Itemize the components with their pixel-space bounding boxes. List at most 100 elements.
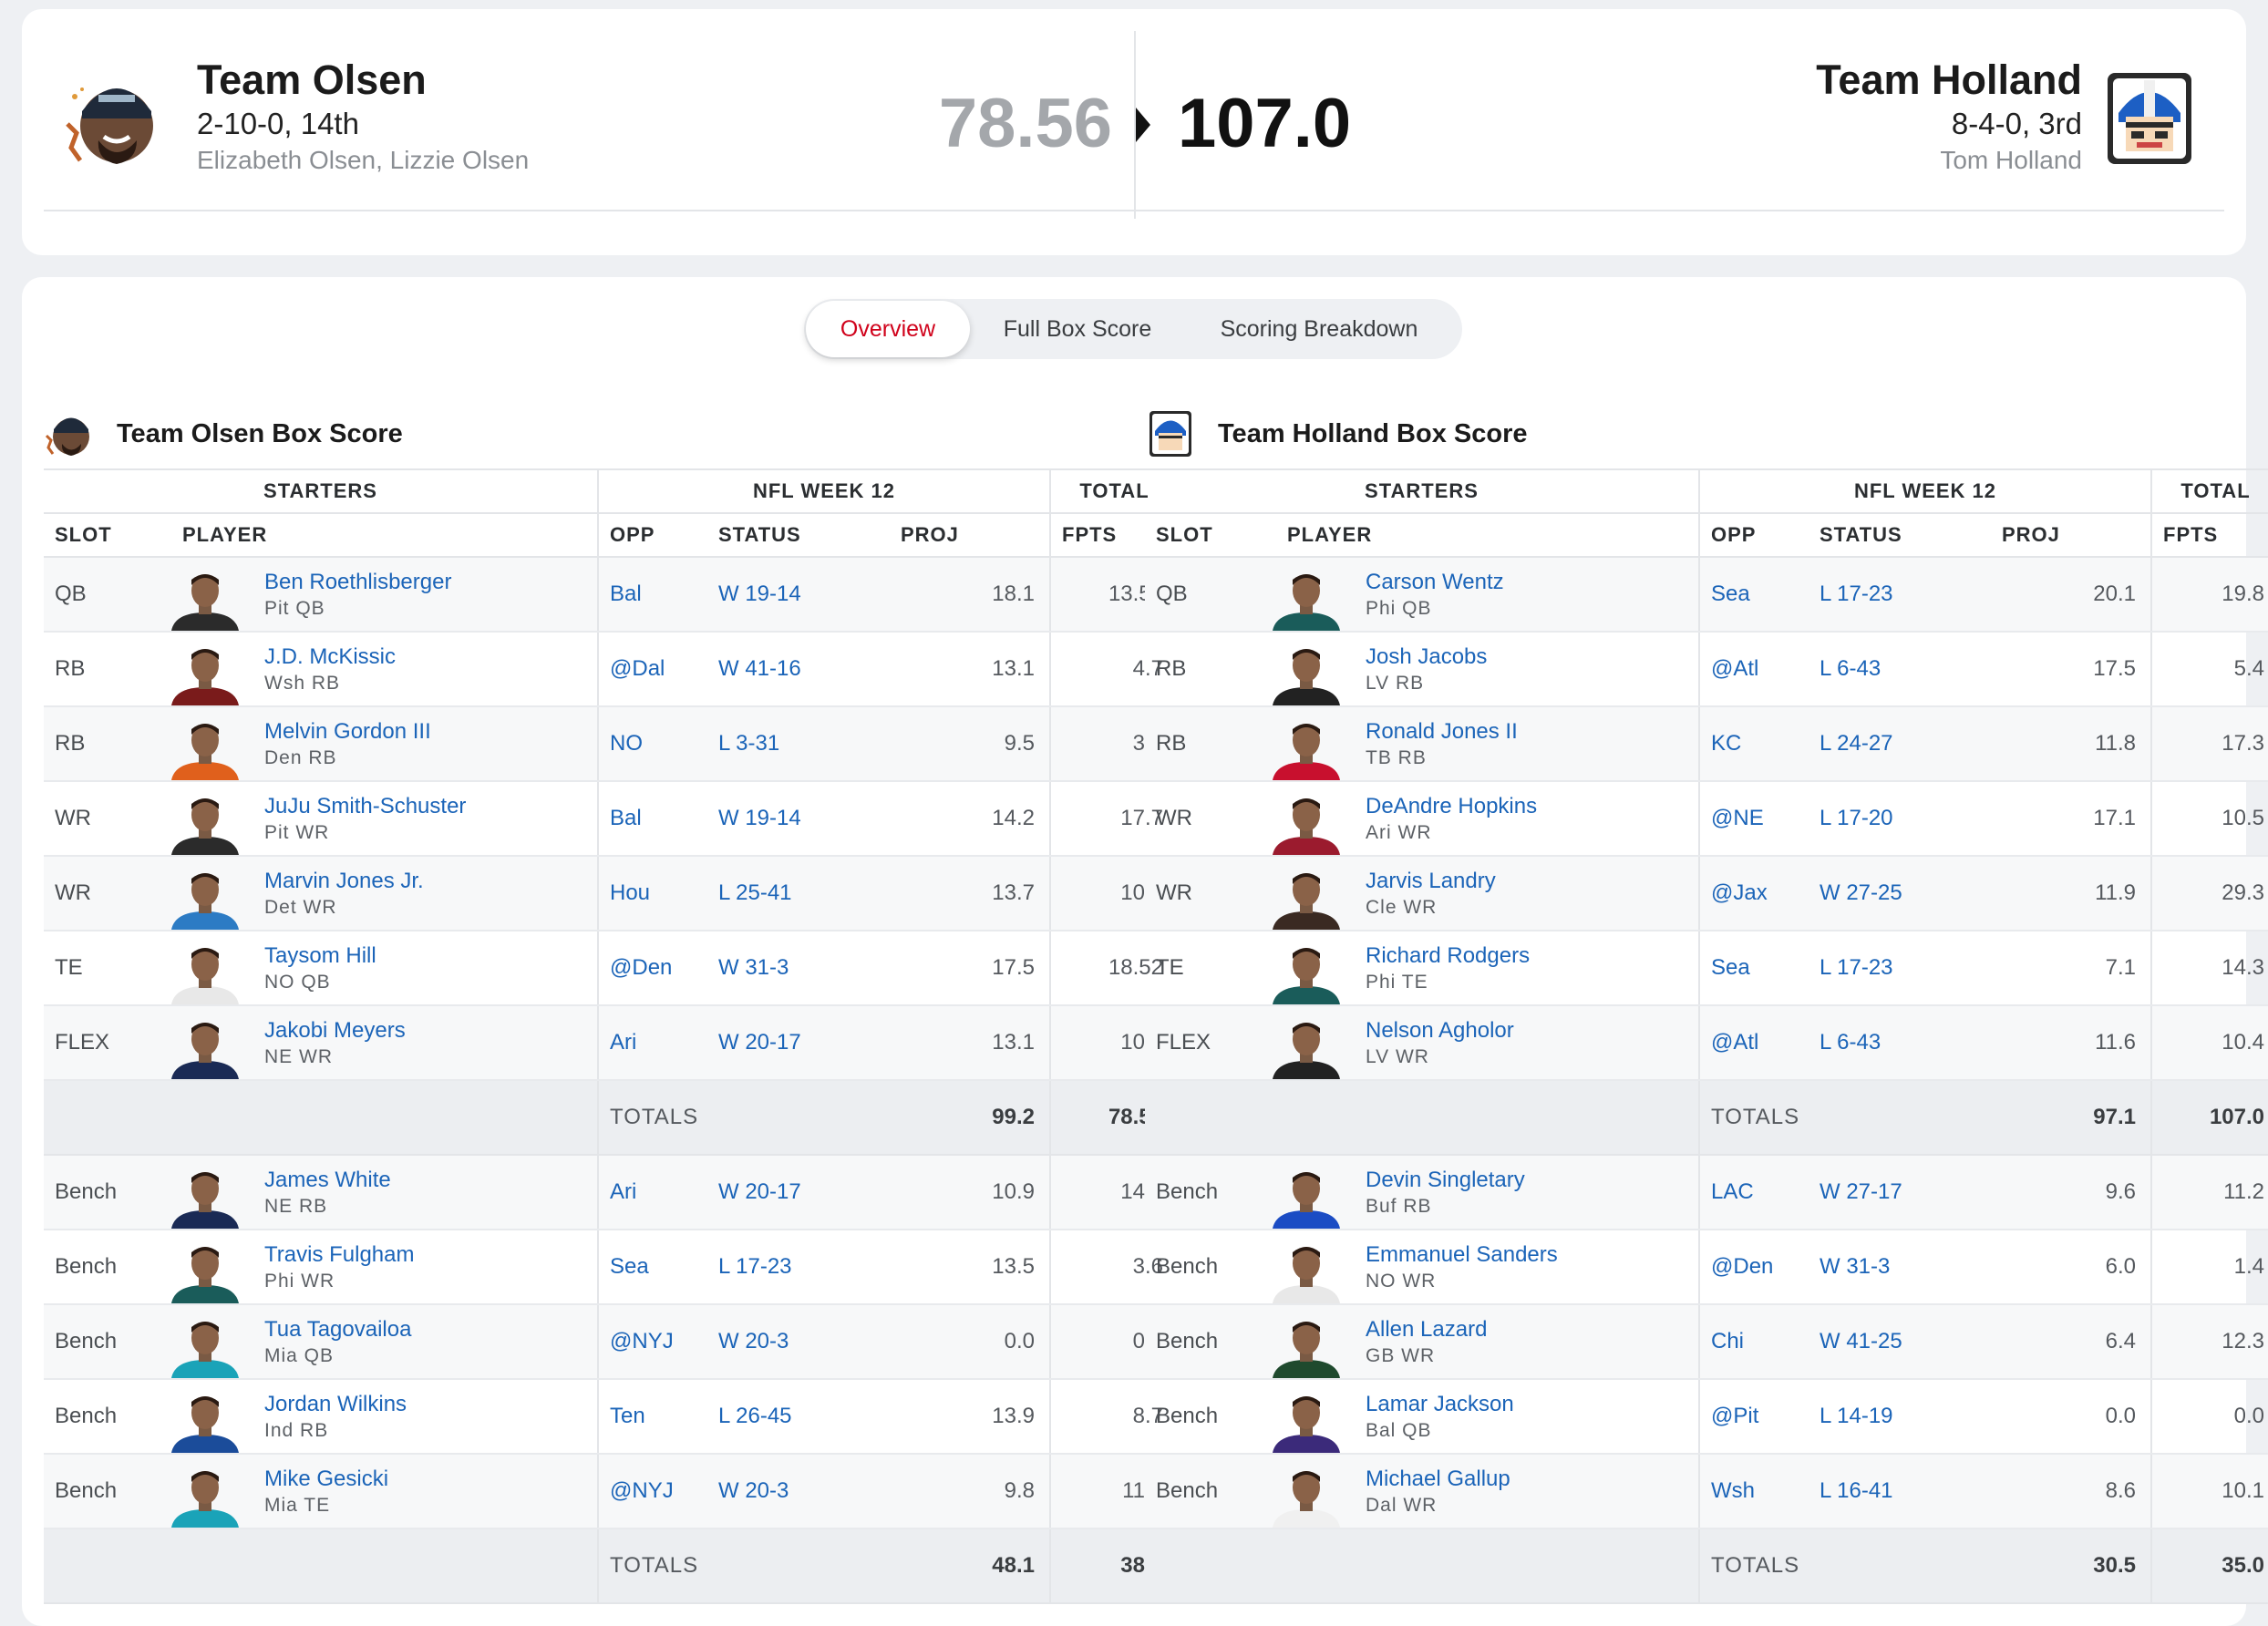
opponent-link[interactable]: @Den	[598, 931, 707, 1006]
game-status-link[interactable]: W 20-17	[707, 1155, 890, 1230]
game-status-link[interactable]: L 14-19	[1809, 1379, 1991, 1455]
player-headshot-icon[interactable]	[168, 1015, 242, 1079]
game-status-link[interactable]: W 20-17	[707, 1005, 890, 1081]
opponent-link[interactable]: @NYJ	[598, 1454, 707, 1529]
game-status-link[interactable]: L 24-27	[1809, 706, 1991, 782]
player-name-link[interactable]: Ronald Jones II	[1366, 719, 1518, 744]
player-headshot-icon[interactable]	[168, 1240, 242, 1303]
game-status-link[interactable]: L 17-23	[707, 1230, 890, 1305]
opponent-link[interactable]: Bal	[598, 781, 707, 857]
game-status-link[interactable]: L 16-41	[1809, 1454, 1991, 1529]
opponent-link[interactable]: Sea	[1699, 931, 1809, 1006]
player-name-link[interactable]: Tua Tagovailoa	[264, 1317, 412, 1342]
game-status-link[interactable]: W 19-14	[707, 781, 890, 857]
player-name-link[interactable]: J.D. McKissic	[264, 644, 396, 669]
player-headshot-icon[interactable]	[1269, 567, 1344, 631]
player-name-link[interactable]: Emmanuel Sanders	[1366, 1242, 1558, 1267]
opponent-link[interactable]: @Den	[1699, 1230, 1809, 1305]
opponent-link[interactable]: @Pit	[1699, 1379, 1809, 1455]
player-headshot-icon[interactable]	[1269, 1389, 1344, 1453]
opponent-link[interactable]: Ari	[598, 1005, 707, 1081]
player-headshot-icon[interactable]	[1269, 642, 1344, 705]
player-headshot-icon[interactable]	[1269, 716, 1344, 780]
game-status-link[interactable]: W 27-17	[1809, 1155, 1991, 1230]
team-olsen-name[interactable]: Team Olsen	[197, 57, 427, 103]
player-name-link[interactable]: Travis Fulgham	[264, 1242, 415, 1267]
player-headshot-icon[interactable]	[1269, 1165, 1344, 1229]
game-status-link[interactable]: L 6-43	[1809, 1005, 1991, 1081]
player-name-link[interactable]: Josh Jacobs	[1366, 644, 1488, 669]
game-status-link[interactable]: W 41-16	[707, 632, 890, 707]
tab-overview[interactable]: Overview	[806, 301, 970, 357]
game-status-link[interactable]: L 25-41	[707, 856, 890, 931]
player-headshot-icon[interactable]	[1269, 791, 1344, 855]
player-name-link[interactable]: Richard Rodgers	[1366, 943, 1531, 968]
team-holland-name[interactable]: Team Holland	[1816, 57, 2082, 103]
player-headshot-icon[interactable]	[1269, 1314, 1344, 1378]
player-name-link[interactable]: Michael Gallup	[1366, 1466, 1510, 1491]
game-status-link[interactable]: L 17-23	[1809, 931, 1991, 1006]
game-status-link[interactable]: W 27-25	[1809, 856, 1991, 931]
opponent-link[interactable]: @Atl	[1699, 632, 1809, 707]
opponent-link[interactable]: @NE	[1699, 781, 1809, 857]
player-name-link[interactable]: JuJu Smith-Schuster	[264, 794, 467, 818]
game-status-link[interactable]: L 6-43	[1809, 632, 1991, 707]
player-headshot-icon[interactable]	[168, 1464, 242, 1528]
opponent-link[interactable]: @NYJ	[598, 1304, 707, 1380]
player-name-link[interactable]: James White	[264, 1168, 391, 1192]
game-status-link[interactable]: W 41-25	[1809, 1304, 1991, 1380]
team-olsen-avatar-icon[interactable]	[62, 69, 164, 171]
player-name-link[interactable]: Mike Gesicki	[264, 1466, 389, 1491]
player-headshot-icon[interactable]	[168, 1314, 242, 1378]
player-name-link[interactable]: Lamar Jackson	[1366, 1392, 1514, 1416]
player-headshot-icon[interactable]	[168, 642, 242, 705]
player-headshot-icon[interactable]	[1269, 941, 1344, 1004]
player-name-link[interactable]: Allen Lazard	[1366, 1317, 1488, 1342]
opponent-link[interactable]: Hou	[598, 856, 707, 931]
opponent-link[interactable]: LAC	[1699, 1155, 1809, 1230]
player-headshot-icon[interactable]	[1269, 1464, 1344, 1528]
game-status-link[interactable]: W 20-3	[707, 1304, 890, 1380]
player-headshot-icon[interactable]	[168, 1389, 242, 1453]
tab-full-box-score[interactable]: Full Box Score	[1003, 316, 1152, 342]
opponent-link[interactable]: Sea	[598, 1230, 707, 1305]
opponent-link[interactable]: @Dal	[598, 632, 707, 707]
player-name-link[interactable]: Jakobi Meyers	[264, 1018, 406, 1043]
player-headshot-icon[interactable]	[1269, 866, 1344, 930]
player-headshot-icon[interactable]	[168, 567, 242, 631]
game-status-link[interactable]: L 3-31	[707, 706, 890, 782]
opponent-link[interactable]: Wsh	[1699, 1454, 1809, 1529]
game-status-link[interactable]: L 26-45	[707, 1379, 890, 1455]
player-name-link[interactable]: Taysom Hill	[264, 943, 376, 968]
game-status-link[interactable]: L 17-23	[1809, 557, 1991, 633]
opponent-link[interactable]: Ten	[598, 1379, 707, 1455]
opponent-link[interactable]: KC	[1699, 706, 1809, 782]
game-status-link[interactable]: W 20-3	[707, 1454, 890, 1529]
opponent-link[interactable]: Bal	[598, 557, 707, 633]
player-name-link[interactable]: DeAndre Hopkins	[1366, 794, 1538, 818]
player-name-link[interactable]: Marvin Jones Jr.	[264, 869, 424, 893]
player-name-link[interactable]: Melvin Gordon III	[264, 719, 431, 744]
player-headshot-icon[interactable]	[168, 1165, 242, 1229]
team-holland-avatar-icon[interactable]	[2098, 67, 2201, 170]
player-headshot-icon[interactable]	[168, 941, 242, 1004]
player-name-link[interactable]: Devin Singletary	[1366, 1168, 1525, 1192]
player-headshot-icon[interactable]	[168, 866, 242, 930]
game-status-link[interactable]: W 31-3	[707, 931, 890, 1006]
player-name-link[interactable]: Nelson Agholor	[1366, 1018, 1514, 1043]
player-headshot-icon[interactable]	[1269, 1015, 1344, 1079]
player-name-link[interactable]: Carson Wentz	[1366, 570, 1504, 594]
game-status-link[interactable]: W 31-3	[1809, 1230, 1991, 1305]
player-headshot-icon[interactable]	[168, 716, 242, 780]
opponent-link[interactable]: Sea	[1699, 557, 1809, 633]
tab-scoring-breakdown[interactable]: Scoring Breakdown	[1220, 316, 1418, 342]
game-status-link[interactable]: W 19-14	[707, 557, 890, 633]
game-status-link[interactable]: L 17-20	[1809, 781, 1991, 857]
player-headshot-icon[interactable]	[168, 791, 242, 855]
player-name-link[interactable]: Jordan Wilkins	[264, 1392, 407, 1416]
opponent-link[interactable]: Chi	[1699, 1304, 1809, 1380]
opponent-link[interactable]: @Jax	[1699, 856, 1809, 931]
player-name-link[interactable]: Jarvis Landry	[1366, 869, 1496, 893]
opponent-link[interactable]: NO	[598, 706, 707, 782]
player-headshot-icon[interactable]	[1269, 1240, 1344, 1303]
